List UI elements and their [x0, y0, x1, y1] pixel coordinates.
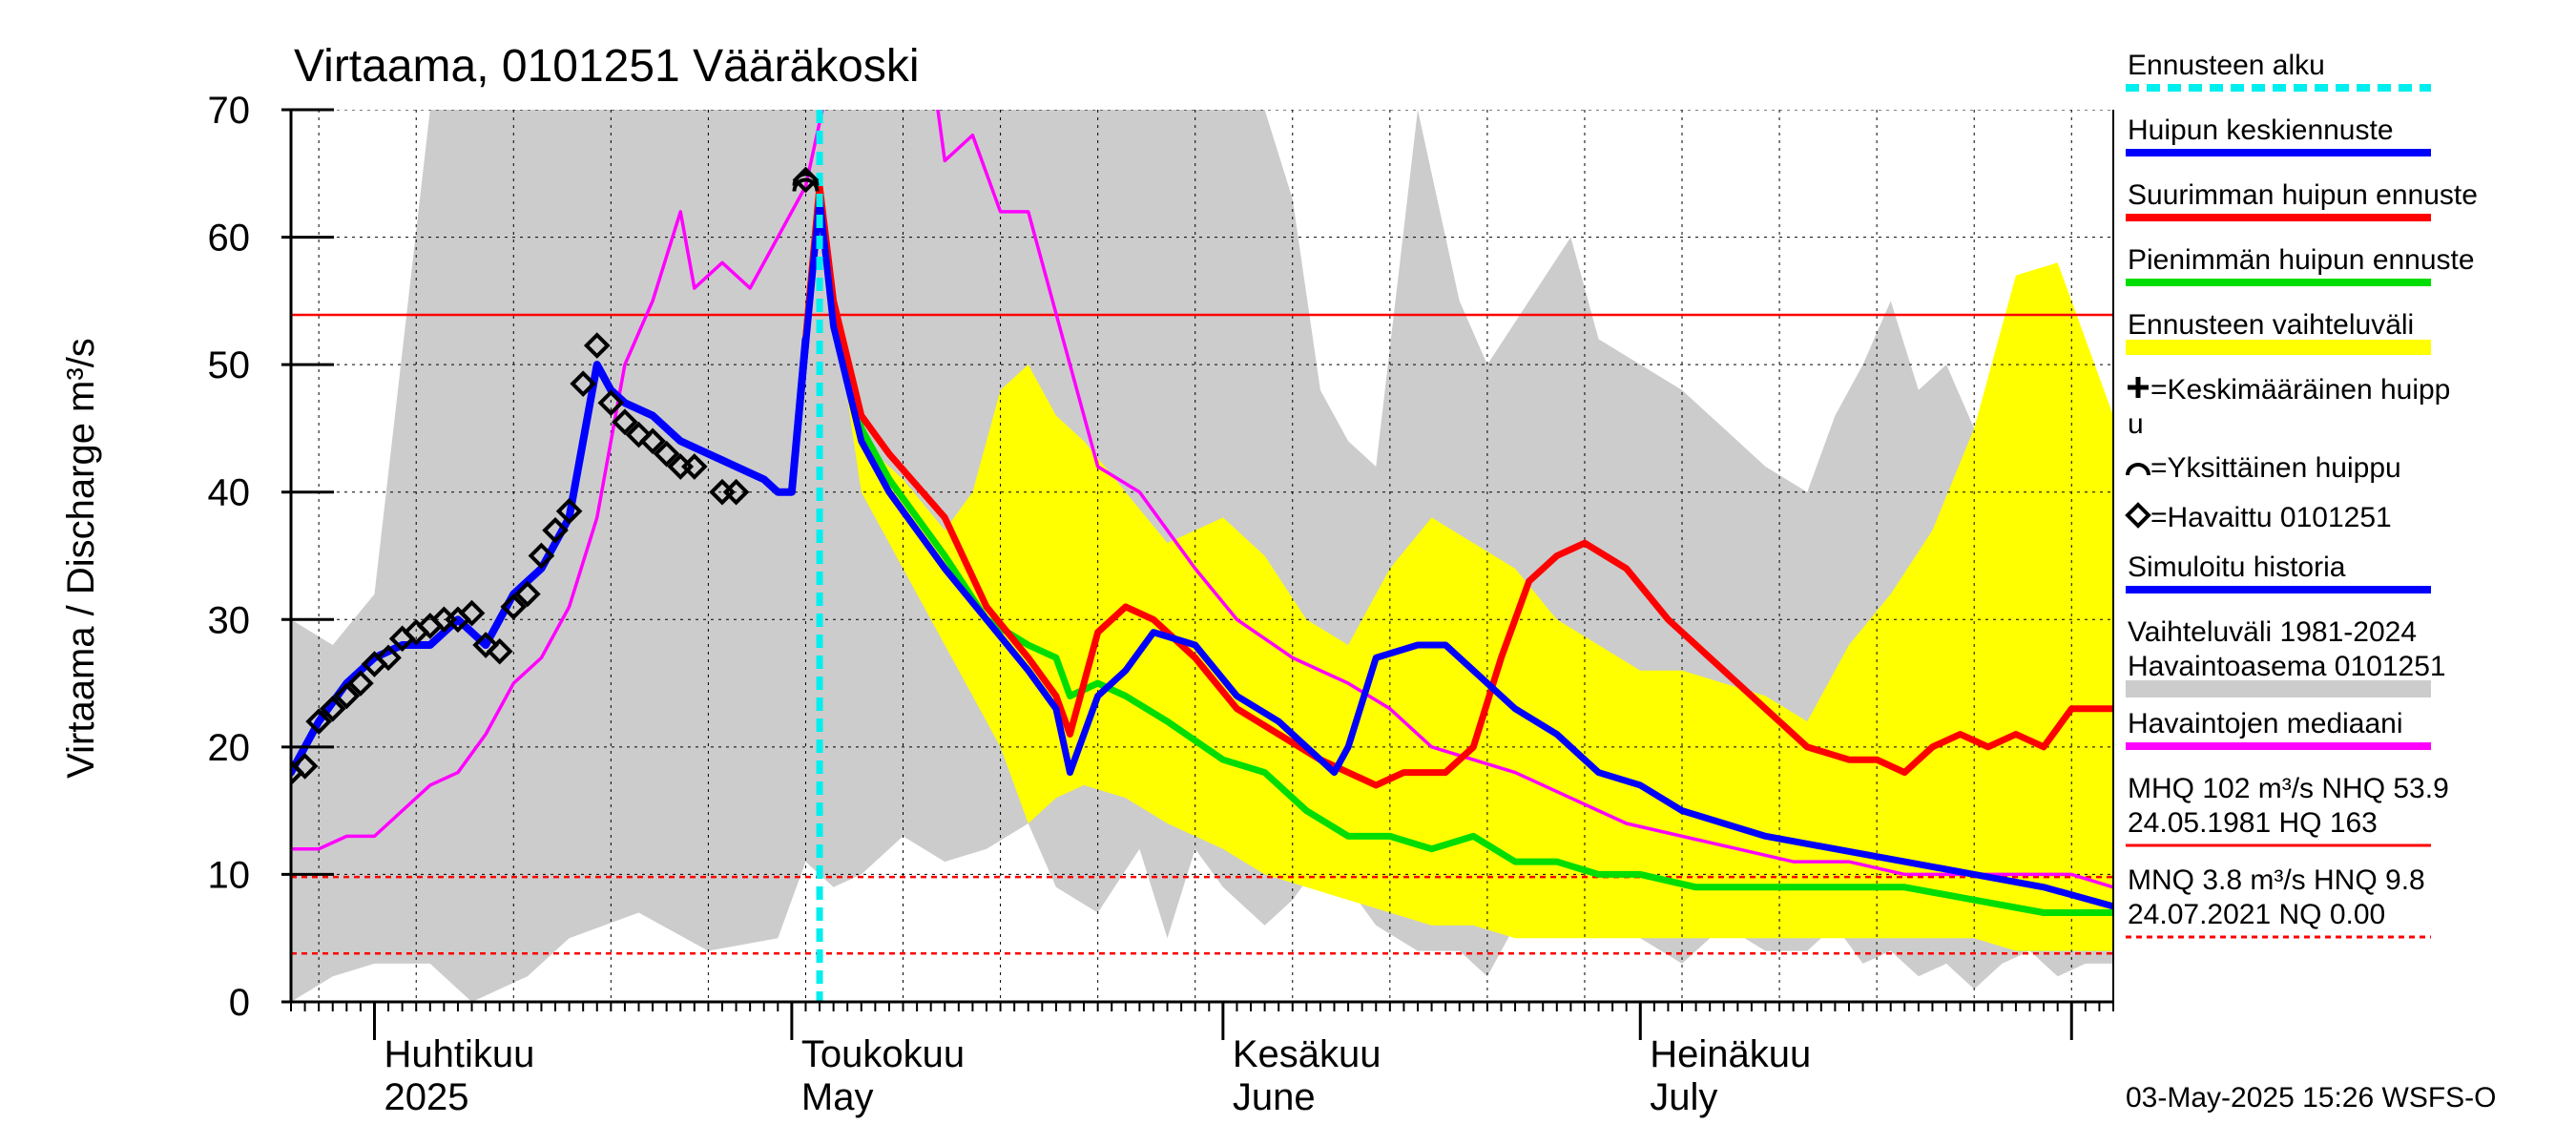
observed-point — [500, 593, 528, 620]
arc-icon — [2126, 463, 2150, 476]
legend-label: Huipun keskiennuste — [2128, 114, 2394, 146]
legend-label: Ennusteen vaihteluväli — [2128, 309, 2414, 341]
legend-entry: Huipun keskiennuste — [2126, 114, 2431, 156]
legend-label: =Keskimääräinen huipp — [2150, 374, 2450, 406]
legend-entry: =Havaittu 0101251 — [2125, 502, 2392, 533]
month-sublabel: May — [801, 1076, 874, 1118]
y-tick-label: 40 — [208, 472, 251, 514]
single-peak-marker — [792, 172, 820, 186]
observed-point — [722, 478, 750, 506]
observed-point — [570, 370, 597, 398]
legend-label-2: u — [2128, 408, 2144, 440]
month-sublabel: July — [1650, 1076, 1717, 1118]
observed-point — [555, 497, 583, 525]
y-tick-label: 20 — [208, 727, 251, 769]
simulated-history-line — [291, 335, 810, 777]
observed-point — [291, 753, 319, 780]
legend-label: Vaihteluväli 1981-2024 — [2128, 616, 2417, 648]
legend-entry: Suurimman huipun ennuste — [2126, 179, 2478, 221]
observed-point — [472, 632, 499, 658]
legend-entry: Havaintojen mediaani — [2126, 708, 2431, 750]
month-label: Heinäkuu — [1650, 1033, 1811, 1075]
mean-peak-forecast-line — [774, 196, 2113, 910]
y-tick-label: 30 — [208, 599, 251, 641]
legend-label: MHQ 102 m³/s NHQ 53.9 — [2128, 773, 2449, 804]
observed-point — [305, 708, 332, 735]
legend-entry: Pienimmän huipun ennuste — [2126, 244, 2475, 286]
legend-entry: MNQ 3.8 m³/s HNQ 9.824.07.2021 NQ 0.00 — [2126, 864, 2431, 939]
observed-point — [625, 421, 653, 448]
legend-entry: Vaihteluväli 1981-2024 Havaintoasema 010… — [2126, 616, 2446, 697]
month-label: Kesäkuu — [1233, 1033, 1381, 1075]
legend-label-2: 24.05.1981 HQ 163 — [2128, 807, 2378, 839]
diamond-icon — [2125, 502, 2151, 529]
month-label: Huhtikuu — [384, 1033, 534, 1075]
observed-point — [612, 408, 638, 436]
forecast-range-band — [820, 211, 2113, 951]
observed-point — [639, 427, 666, 455]
plot-area — [291, 110, 2113, 1002]
legend-label-2: Havaintoasema 0101251 — [2128, 651, 2446, 682]
y-tick-label: 0 — [229, 982, 250, 1024]
chart-title: Virtaama, 0101251 Vääräkoski — [294, 41, 920, 92]
observed-point — [528, 542, 555, 570]
legend-label: Ennusteen alku — [2128, 50, 2325, 81]
legend-label: Havaintojen mediaani — [2128, 708, 2403, 739]
legend-entry: Ennusteen vaihteluväli — [2126, 309, 2431, 355]
min-peak-forecast-line — [774, 182, 2113, 916]
observed-point — [542, 516, 569, 544]
y-tick-label: 50 — [208, 344, 251, 386]
observed-point — [583, 332, 611, 359]
observed-point — [319, 695, 346, 722]
legend-entry: =Keskimääräinen huippu — [2128, 374, 2450, 440]
month-sublabel: 2025 — [384, 1076, 468, 1118]
legend-label: Suurimman huipun ennuste — [2128, 179, 2478, 211]
footer-timestamp: 03-May-2025 15:26 WSFS-O — [2126, 1082, 2497, 1114]
observed-point — [680, 453, 708, 480]
legend-entry: MHQ 102 m³/s NHQ 53.924.05.1981 HQ 163 — [2126, 773, 2449, 847]
single-peak-marker — [792, 177, 820, 192]
observed-point — [486, 637, 513, 665]
observed-point — [347, 670, 374, 697]
observed-point — [653, 440, 680, 468]
legend-label: Pienimmän huipun ennuste — [2128, 244, 2475, 276]
max-peak-forecast-line — [774, 182, 2113, 789]
y-axis-title: Virtaama / Discharge m³/s — [60, 338, 102, 779]
observed-point — [375, 644, 402, 672]
legend: Ennusteen alku Huipun keskiennuste Suurimm… — [2125, 50, 2478, 939]
observed-point — [458, 599, 486, 627]
legend-label: =Yksittäinen huippu — [2150, 452, 2401, 484]
legend-entry: Ennusteen alku — [2126, 50, 2431, 92]
y-tick-label: 60 — [208, 218, 251, 260]
y-tick-label: 10 — [208, 854, 251, 896]
month-sublabel: June — [1233, 1076, 1316, 1118]
observed-point — [514, 580, 541, 608]
plus-icon — [2128, 377, 2149, 398]
legend-label-2: 24.07.2021 NQ 0.00 — [2128, 899, 2385, 930]
legend-label: MNQ 3.8 m³/s HNQ 9.8 — [2128, 864, 2425, 896]
observed-point — [333, 682, 361, 710]
legend-entry: =Yksittäinen huippu — [2126, 452, 2401, 484]
legend-entry: Simuloitu historia — [2126, 552, 2431, 593]
median-line — [291, 110, 2113, 889]
legend-label: =Havaittu 0101251 — [2150, 502, 2392, 533]
legend-label: Simuloitu historia — [2128, 552, 2346, 583]
y-tick-label: 70 — [208, 90, 251, 132]
observed-point — [597, 389, 625, 417]
month-label: Toukokuu — [801, 1033, 965, 1075]
